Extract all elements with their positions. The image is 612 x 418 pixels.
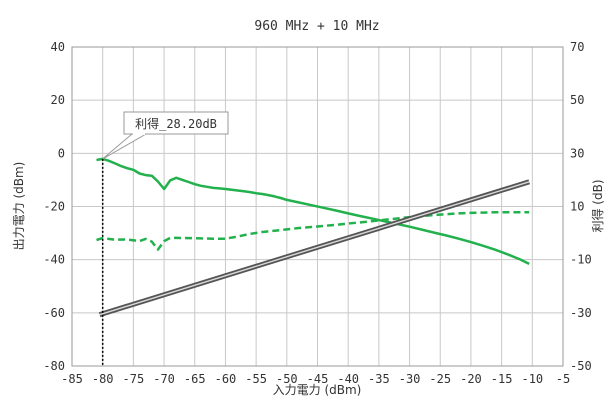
y-right-tick-label: -30 <box>570 306 592 320</box>
y-left-tick-label: -80 <box>43 359 65 373</box>
x-tick-label: -30 <box>399 372 421 386</box>
x-tick-label: -80 <box>92 372 114 386</box>
y-right-tick-label: 70 <box>570 40 584 54</box>
y-right-tick-label: 30 <box>570 146 584 160</box>
x-tick-label: -70 <box>153 372 175 386</box>
series-line-2-highlight <box>99 181 530 316</box>
x-tick-label: -65 <box>184 372 206 386</box>
y-right-tick-label: -10 <box>570 253 592 267</box>
y-right-tick-label: 50 <box>570 93 584 107</box>
series-line-1 <box>96 211 530 251</box>
x-tick-label: -15 <box>491 372 513 386</box>
plot-frame <box>71 46 564 367</box>
y-left-tick-labels: -80 -60 -40 -20 0 20 40 <box>43 40 65 373</box>
x-tick-label: -20 <box>460 372 482 386</box>
y-right-tick-label: -50 <box>570 359 592 373</box>
x-tick-label: -5 <box>556 372 570 386</box>
x-tick-label: -25 <box>429 372 451 386</box>
annotation: 利得_28.20dB <box>101 111 229 366</box>
x-tick-label: -55 <box>245 372 267 386</box>
y-right-axis-label: 利得 (dB) <box>590 179 605 232</box>
y-right-tick-label: 10 <box>570 200 584 214</box>
y-right-tick-labels: -50 -30 -10 10 30 50 70 <box>570 40 592 373</box>
annotation-label: 利得_28.20dB <box>135 116 217 131</box>
y-left-axis-label: 出力電力 (dBm) <box>12 162 26 251</box>
x-tick-label: -75 <box>123 372 145 386</box>
y-left-tick-label: -60 <box>43 306 65 320</box>
y-left-tick-label: 0 <box>58 146 65 160</box>
x-tick-label: -40 <box>337 372 359 386</box>
x-tick-label: -45 <box>307 372 329 386</box>
x-tick-label: -10 <box>521 372 543 386</box>
series <box>96 157 530 318</box>
annotation-box <box>123 111 229 135</box>
x-tick-labels: -85 -80 -75 -70 -65 -60 -55 -50 -45 -40 -35 -30 -25-… <box>61 372 570 386</box>
y-left-tick-label: -20 <box>43 200 65 214</box>
y-left-tick-label: 40 <box>51 40 65 54</box>
x-tick-label: -50 <box>276 372 298 386</box>
y-left-tick-label: 20 <box>51 93 65 107</box>
chart-title: 960 MHz + 10 MHz <box>254 19 379 34</box>
x-tick-label: -35 <box>368 372 390 386</box>
x-tick-label: -60 <box>215 372 237 386</box>
y-left-tick-label: -40 <box>43 253 65 267</box>
x-tick-label: -85 <box>61 372 83 386</box>
series-line-0 <box>96 157 530 266</box>
x-axis-label: 入力電力 (dBm) <box>273 383 362 397</box>
